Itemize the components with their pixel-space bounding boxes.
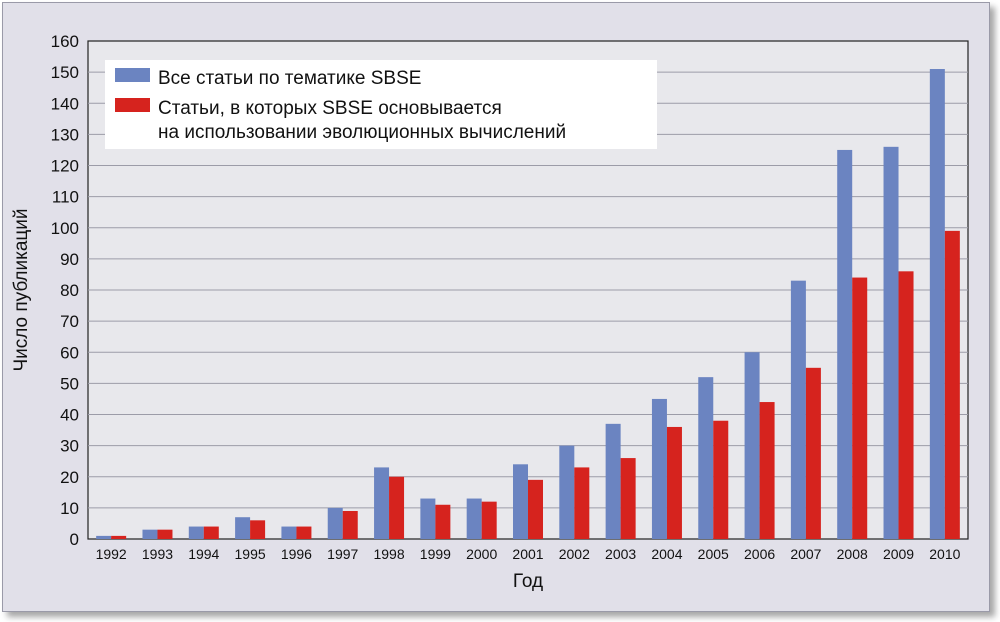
- x-tick-label: 1993: [142, 546, 173, 562]
- x-tick-label: 1998: [373, 546, 404, 562]
- y-axis-ticks: 0 10 20 30 40 50 60 70 80 90 100 110 120 130 140 150 160: [51, 32, 79, 549]
- y-tick-label: 70: [60, 312, 79, 331]
- bar-evolutionary-papers-2009: [898, 271, 914, 539]
- x-axis-ticks: 1992 1993 1994 1995 1996 1997 1998 1999 2000 2001…: [96, 546, 961, 562]
- bar-evolutionary-papers-2004: [666, 426, 682, 539]
- bar-all-papers-2009: [883, 146, 899, 539]
- y-tick-label: 120: [51, 157, 79, 176]
- y-tick-label: 150: [51, 63, 79, 82]
- x-tick-label: 2010: [929, 546, 960, 562]
- bar-all-papers-1995: [235, 517, 251, 539]
- bar-all-papers-2008: [837, 149, 853, 539]
- x-tick-label: 1999: [420, 546, 451, 562]
- bar-chart: 0 10 20 30 40 50 60 70 80 90 100 110 120 130 140 150 160…: [11, 32, 969, 592]
- x-tick-label: 1997: [327, 546, 358, 562]
- y-tick-label: 140: [51, 94, 79, 113]
- bar-evolutionary-papers-1993: [157, 529, 173, 539]
- legend: Все статьи по тематике SBSE Статьи, в кот…: [105, 60, 657, 149]
- bar-evolutionary-papers-2007: [805, 367, 821, 539]
- x-axis-title: Год: [513, 571, 543, 592]
- legend-swatch: [115, 68, 150, 82]
- x-tick-label: 2007: [790, 546, 821, 562]
- y-tick-label: 130: [51, 125, 79, 144]
- bar-evolutionary-papers-2001: [528, 479, 543, 539]
- chart-frame: 0 10 20 30 40 50 60 70 80 90 100 110 120 130 140 150 160…: [2, 2, 990, 612]
- x-tick-label: 2002: [559, 546, 590, 562]
- bar-all-papers-2002: [559, 445, 575, 539]
- bar-evolutionary-papers-1999: [435, 504, 451, 539]
- bar-all-papers-1994: [188, 526, 204, 539]
- bar-all-papers-2005: [698, 377, 714, 539]
- bar-all-papers-2007: [790, 280, 806, 539]
- bar-evolutionary-papers-1992: [111, 535, 127, 539]
- bar-all-papers-1997: [327, 507, 343, 539]
- x-tick-label: 1996: [281, 546, 312, 562]
- bar-all-papers-1993: [142, 529, 158, 539]
- bar-evolutionary-papers-2006: [759, 402, 775, 539]
- y-tick-label: 0: [70, 530, 79, 549]
- x-tick-label: 2008: [837, 546, 868, 562]
- x-tick-label: 2006: [744, 546, 775, 562]
- bar-all-papers-1999: [420, 498, 436, 539]
- y-tick-label: 160: [51, 32, 79, 51]
- x-tick-label: 2004: [651, 546, 682, 562]
- y-tick-label: 110: [52, 188, 79, 207]
- bar-all-papers-2000: [466, 498, 482, 539]
- bar-all-papers-2003: [605, 423, 621, 539]
- bar-evolutionary-papers-1996: [296, 526, 312, 539]
- legend-label: Все статьи по тематике SBSE: [158, 68, 421, 89]
- y-tick-label: 20: [60, 468, 79, 487]
- bar-evolutionary-papers-1995: [250, 520, 266, 539]
- bar-evolutionary-papers-1994: [203, 526, 219, 539]
- bar-evolutionary-papers-2005: [713, 420, 729, 539]
- y-tick-label: 90: [60, 250, 79, 269]
- y-tick-label: 40: [60, 406, 79, 425]
- x-tick-label: 1992: [96, 546, 127, 562]
- legend-swatch: [115, 98, 150, 112]
- legend-label: на использовании эволюционных вычислений: [158, 122, 566, 143]
- bar-all-papers-2004: [651, 398, 667, 539]
- legend-label: Статьи, в которых SBSE основывается: [158, 98, 502, 119]
- bar-evolutionary-papers-1998: [389, 476, 405, 539]
- x-tick-label: 2009: [883, 546, 914, 562]
- x-tick-label: 2000: [466, 546, 497, 562]
- bar-all-papers-2006: [744, 352, 760, 539]
- y-tick-label: 100: [51, 219, 79, 238]
- bars: [96, 69, 960, 540]
- x-tick-label: 1995: [235, 546, 266, 562]
- bar-all-papers-2010: [929, 69, 945, 539]
- y-axis-title: Число публикаций: [11, 208, 32, 371]
- bar-all-papers-1996: [281, 526, 297, 539]
- bar-evolutionary-papers-2010: [944, 230, 960, 540]
- legend-box: [105, 60, 657, 149]
- bar-all-papers-2001: [513, 464, 528, 539]
- bar-evolutionary-papers-2003: [620, 458, 636, 539]
- y-tick-label: 80: [60, 281, 79, 300]
- bar-all-papers-1998: [374, 467, 390, 539]
- x-tick-label: 1994: [188, 546, 219, 562]
- x-tick-label: 2005: [698, 546, 729, 562]
- y-tick-label: 60: [60, 343, 79, 362]
- bar-evolutionary-papers-2008: [852, 277, 868, 539]
- y-tick-label: 10: [60, 499, 79, 518]
- bar-evolutionary-papers-1997: [342, 510, 358, 539]
- bar-evolutionary-papers-2002: [574, 467, 590, 539]
- y-tick-label: 30: [60, 437, 79, 456]
- y-tick-label: 50: [60, 374, 79, 393]
- bar-all-papers-1992: [96, 535, 112, 539]
- x-tick-label: 2001: [512, 546, 543, 562]
- x-tick-label: 2003: [605, 546, 636, 562]
- bar-evolutionary-papers-2000: [481, 501, 497, 539]
